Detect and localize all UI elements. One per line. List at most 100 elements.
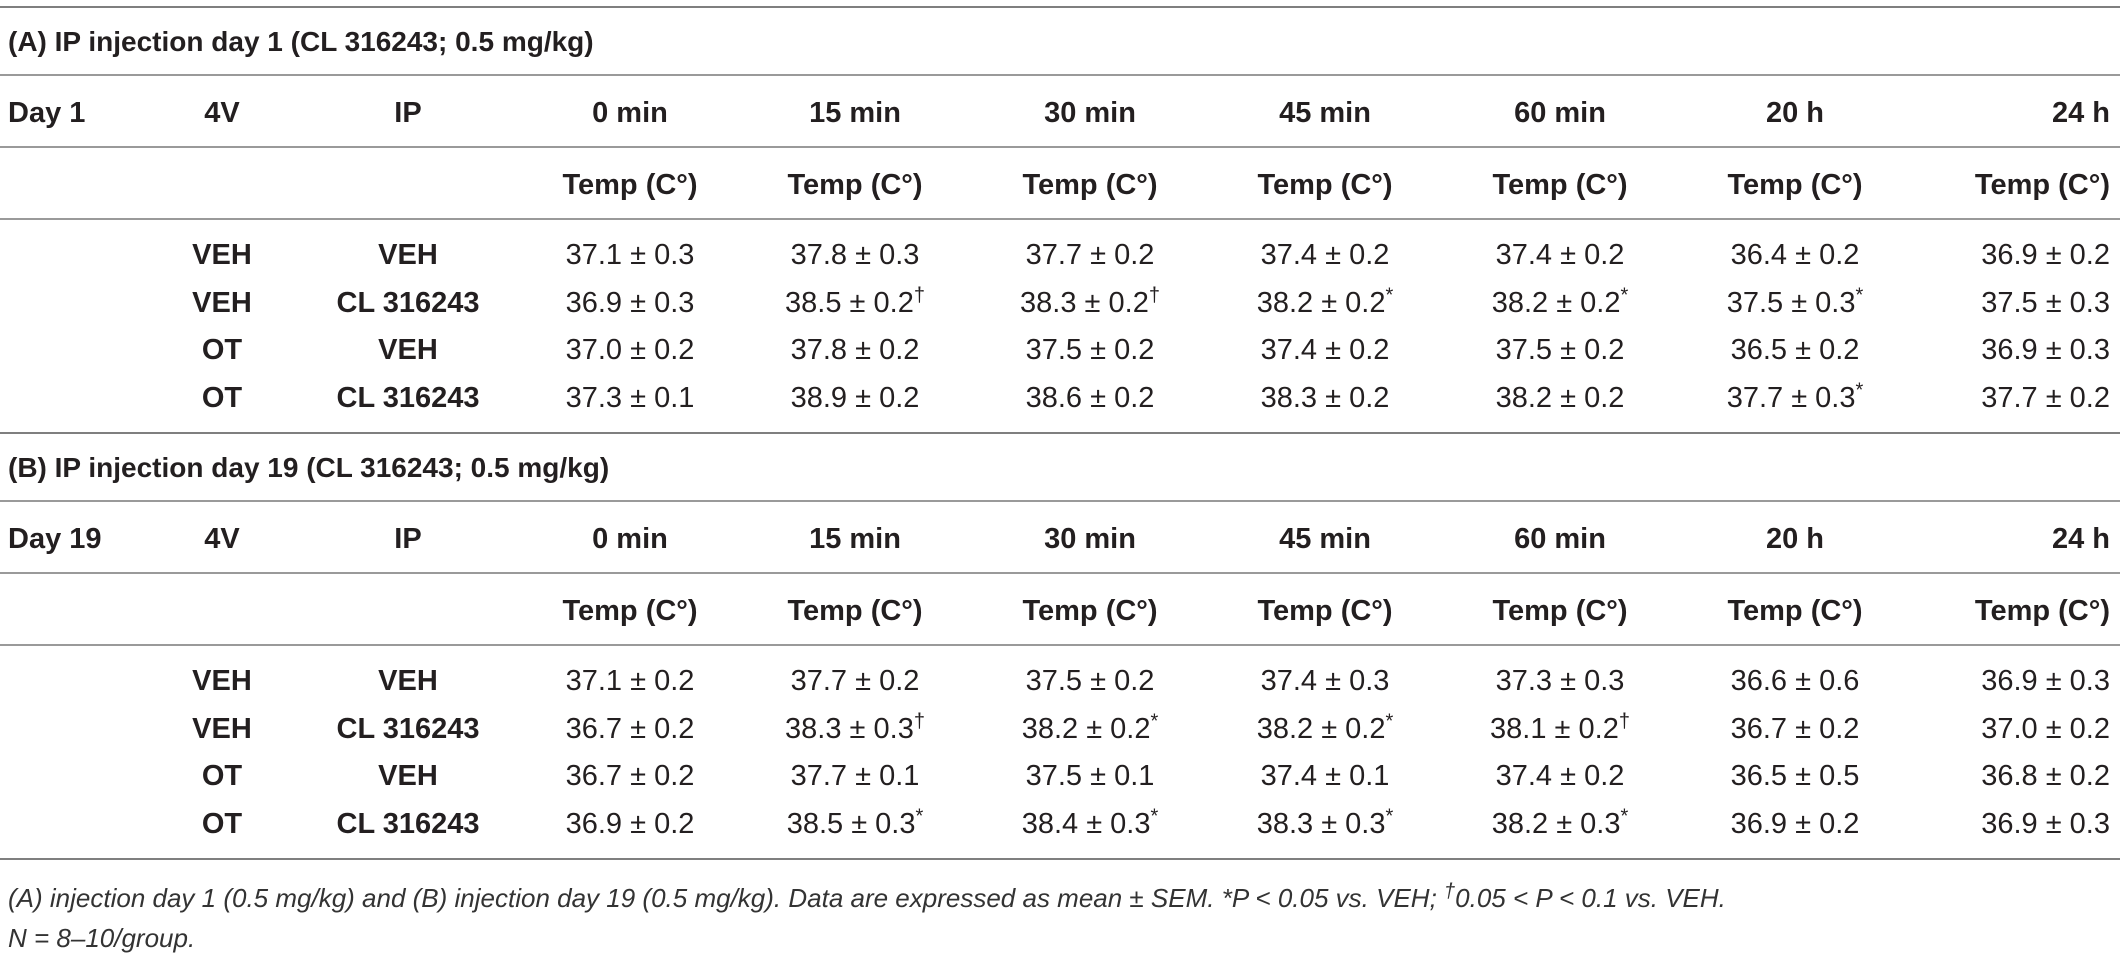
table-cell: 37.4 ± 0.1 (1261, 760, 1390, 793)
cell-value: 36.9 ± 0.3 (1981, 334, 2110, 366)
cell-value: 36.7 ± 0.2 (565, 712, 695, 745)
row-label-ip: VEH (378, 665, 438, 697)
divider (0, 644, 2120, 646)
cell-value: 38.2 ± 0.3 (1491, 807, 1621, 840)
table-cell: 37.5 ± 0.2 (1026, 334, 1155, 367)
table-cell: 38.6 ± 0.2 (1026, 382, 1155, 415)
table-cell: 36.7 ± 0.2 (566, 760, 695, 793)
table-cell: 38.3 ± 0.3* (1257, 804, 1394, 841)
table-cell: 38.5 ± 0.3* (786, 804, 924, 841)
footnote-line: N = 8–10/group. (8, 923, 196, 953)
divider (0, 500, 2120, 502)
column-header-time: 15 min (809, 97, 901, 129)
column-header-time: 45 min (1279, 523, 1371, 555)
table-cell: 36.7 ± 0.2 (1731, 713, 1860, 746)
table-cell: 37.4 ± 0.2 (1496, 760, 1625, 793)
table-cell: 36.9 ± 0.2 (566, 808, 695, 841)
table-cell: 37.5 ± 0.2 (1496, 334, 1625, 367)
cell-value: 37.7 ± 0.2 (1981, 381, 2110, 414)
table-cell: 36.4 ± 0.2 (1731, 239, 1860, 272)
unit-label: Temp (C°) (1492, 169, 1628, 201)
dagger-mark: † (1444, 880, 1456, 903)
cell-value: 37.7 ± 0.2 (1025, 239, 1155, 271)
cell-value: 37.0 ± 0.2 (565, 334, 695, 366)
table-cell: 36.8 ± 0.2 (1981, 760, 2110, 793)
cell-value: 37.4 ± 0.2 (1495, 239, 1625, 271)
table-cell: 36.9 ± 0.2 (1981, 239, 2110, 272)
footnote-line: (A) injection day 1 (0.5 mg/kg) and (B) … (8, 878, 2088, 918)
table-cell: 37.7 ± 0.2 (1981, 382, 2110, 415)
row-label-ip: CL 316243 (336, 381, 480, 414)
significance-mark: * (1385, 804, 1394, 827)
table-cell: 38.2 ± 0.2* (1022, 709, 1159, 746)
unit-label: Temp (C°) (562, 595, 698, 627)
row-label-4v: OT (201, 381, 243, 414)
row-label-4v: OT (201, 760, 243, 792)
cell-value: 36.9 ± 0.2 (1730, 807, 1860, 840)
top-rule (0, 6, 2120, 8)
table-cell: 37.4 ± 0.2 (1261, 239, 1390, 272)
cell-value: 37.5 ± 0.2 (1025, 665, 1155, 697)
unit-label: Temp (C°) (1022, 169, 1158, 201)
table-cell: 38.2 ± 0.2* (1257, 709, 1394, 746)
table-cell: 37.5 ± 0.2 (1026, 665, 1155, 698)
cell-value: 37.5 ± 0.3 (1726, 286, 1856, 319)
table-cell: 38.9 ± 0.2 (791, 382, 920, 415)
divider (0, 572, 2120, 574)
table-cell: 37.7 ± 0.1 (791, 760, 920, 793)
column-header-time: 24 h (2051, 523, 2110, 555)
unit-label: Temp (C°) (1492, 595, 1628, 627)
significance-mark: † (1618, 709, 1630, 732)
table-cell: 37.1 ± 0.3 (566, 239, 695, 272)
table-cell: 37.5 ± 0.3* (1726, 283, 1864, 320)
cell-value: 38.4 ± 0.3 (1021, 807, 1151, 840)
unit-label: Temp (C°) (562, 169, 698, 201)
row-label-ip: CL 316243 (336, 712, 480, 745)
cell-value: 38.5 ± 0.3 (786, 807, 916, 840)
row-label-4v: OT (201, 807, 243, 840)
column-header-time: 0 min (592, 97, 668, 129)
footnote-text: 0.05 < P < 0.1 vs. VEH. (1455, 883, 1726, 913)
significance-mark: * (1855, 283, 1864, 306)
column-header-time: 60 min (1514, 97, 1606, 129)
table-cell: 36.9 ± 0.3 (566, 287, 695, 320)
row-label-ip: VEH (378, 239, 438, 271)
day-label: Day 1 (8, 97, 86, 129)
significance-mark: † (913, 283, 925, 306)
significance-mark: † (1148, 283, 1160, 306)
cell-value: 36.9 ± 0.2 (1981, 239, 2110, 271)
column-header-time: 45 min (1279, 97, 1371, 129)
column-header-time: 30 min (1044, 97, 1136, 129)
cell-value: 36.7 ± 0.2 (1730, 712, 1860, 745)
cell-value: 37.0 ± 0.2 (1981, 712, 2110, 745)
row-label-4v: VEH (192, 712, 252, 745)
significance-mark: * (1385, 709, 1394, 732)
table-cell: 37.0 ± 0.2 (566, 334, 695, 367)
unit-label: Temp (C°) (1974, 595, 2110, 627)
table-cell: 38.3 ± 0.2† (1020, 283, 1160, 320)
cell-value: 37.4 ± 0.3 (1260, 665, 1390, 697)
significance-mark: * (1150, 709, 1159, 732)
table-cell: 37.4 ± 0.3 (1261, 665, 1390, 698)
divider (0, 218, 2120, 220)
cell-value: 37.7 ± 0.2 (790, 665, 920, 697)
table-cell: 36.6 ± 0.6 (1731, 665, 1860, 698)
row-label-4v: VEH (192, 286, 252, 319)
column-header-ip: IP (394, 97, 422, 129)
column-header-ip: IP (394, 523, 422, 555)
footnote-text: (A) injection day 1 (0.5 mg/kg) and (B) … (8, 883, 1445, 913)
cell-value: 37.1 ± 0.3 (565, 239, 695, 271)
cell-value: 37.3 ± 0.1 (565, 381, 695, 414)
cell-value: 36.6 ± 0.6 (1730, 665, 1860, 697)
cell-value: 36.9 ± 0.3 (1981, 807, 2110, 840)
cell-value: 38.2 ± 0.2 (1256, 286, 1386, 319)
cell-value: 37.3 ± 0.3 (1495, 665, 1625, 697)
cell-value: 38.5 ± 0.2 (785, 286, 914, 319)
table-cell: 37.0 ± 0.2 (1981, 713, 2110, 746)
cell-value: 37.4 ± 0.2 (1495, 760, 1625, 792)
column-header-time: 24 h (2051, 97, 2110, 129)
unit-label: Temp (C°) (1257, 169, 1393, 201)
cell-value: 37.8 ± 0.2 (790, 334, 920, 366)
significance-mark: * (915, 804, 924, 827)
table-cell: 37.8 ± 0.2 (791, 334, 920, 367)
